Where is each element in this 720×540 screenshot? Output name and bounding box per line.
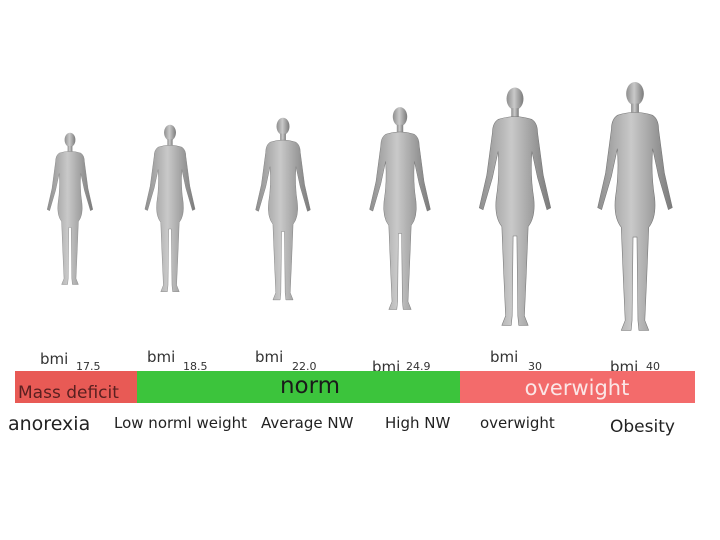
category-label: High NW [385,414,450,432]
category-label: Average NW [261,414,354,432]
body-figure [478,87,552,326]
body-figure [255,117,311,301]
bmi-value: 22.0 [292,360,317,373]
category-label: overwight [480,414,555,432]
figures [46,81,673,331]
bmi-value: 30 [528,360,542,373]
band-overweight [460,371,695,403]
bmi-bands: Mass deficit norm overwight [15,371,695,403]
category-label: Low norml weight [114,414,247,432]
band-label: Mass deficit [18,383,119,403]
category-label: Obesity [610,417,675,437]
bmi-label: bmi [147,348,175,366]
bmi-label: bmi [40,350,68,368]
bmi-label: bmi [490,348,518,366]
bmi-value: 18.5 [183,360,208,373]
bmi-value: 17.5 [76,360,101,373]
bmi-label: bmi [255,348,283,366]
band-deficit [15,371,137,403]
bmi-value: 40 [646,360,660,373]
band-label: norm [280,373,340,399]
body-figure [46,132,94,285]
band-label: overwight [525,376,630,400]
band-norm [137,371,460,403]
body-figure [369,106,431,310]
categories: anorexia Low norml weight Average NW Hig… [8,413,675,437]
category-label: anorexia [8,413,90,435]
bmi-value: 24.9 [406,360,431,373]
body-figure [144,124,196,292]
body-figure [597,81,673,331]
